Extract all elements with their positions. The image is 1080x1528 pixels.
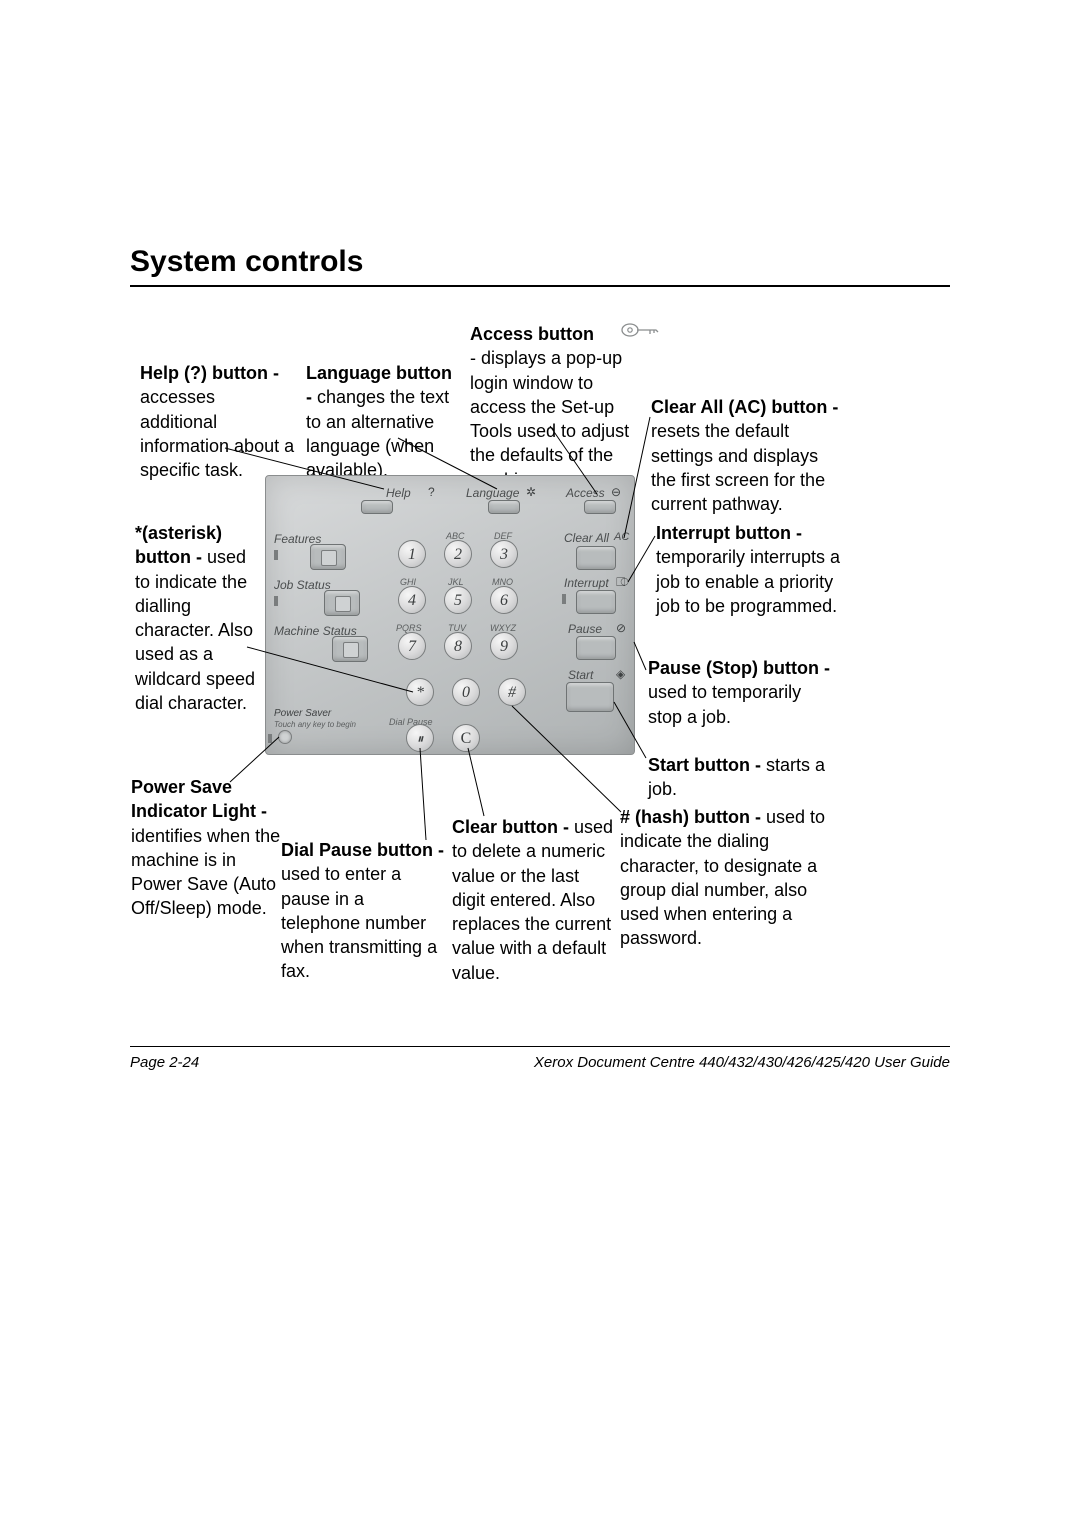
power-save-indicator-icon (278, 730, 292, 744)
keypad-9[interactable]: 9 (490, 632, 518, 660)
keypad-0[interactable]: 0 (452, 678, 480, 706)
machine-status-button[interactable] (332, 636, 368, 662)
panel-label-power-saver: Power Saver (274, 708, 331, 719)
panel-label-language: Language (466, 486, 519, 500)
control-panel-illustration: Help ? Language ✲ Access ⊖ Features Job … (265, 475, 635, 755)
panel-label-job-status: Job Status (274, 578, 331, 592)
callout-dial-pause-title: Dial Pause button - (281, 840, 444, 860)
callout-pointer-lines (0, 0, 1080, 1528)
callout-power-save-body: identifies when the machine is in Power … (131, 826, 280, 919)
callout-hash: # (hash) button - used to indicate the d… (620, 805, 845, 951)
panel-label-ac: AC (614, 531, 629, 543)
callout-clear-all-body: resets the default settings and displays… (651, 421, 825, 514)
callout-interrupt-body: temporarily interrupts a job to enable a… (656, 547, 840, 616)
callout-language: Language button - changes the text to an… (306, 361, 461, 482)
keypad-6[interactable]: 6 (490, 586, 518, 614)
job-status-icon (335, 596, 351, 612)
key-glyph-icon: ⊖ (611, 485, 621, 499)
callout-clear-body: used to delete a numeric value or the la… (452, 817, 613, 983)
language-button[interactable] (488, 500, 520, 514)
help-glyph-icon: ? (428, 485, 435, 499)
panel-label-start: Start (568, 668, 593, 682)
machine-status-icon (343, 642, 359, 658)
clear-all-button[interactable] (576, 546, 616, 570)
callout-asterisk-body: used to indicate the dialling character.… (135, 547, 255, 713)
callout-language-body: changes the text to an alternative langu… (306, 387, 449, 480)
panel-label-pause: Pause (568, 622, 602, 636)
clear-button[interactable]: C (452, 724, 480, 752)
callout-clear-all: Clear All (AC) button - resets the defau… (651, 395, 841, 516)
access-button[interactable] (584, 500, 616, 514)
callout-asterisk: *(asterisk) button - used to indicate th… (135, 521, 257, 715)
callout-hash-title: # (hash) button - (620, 807, 766, 827)
panel-label-clear-all: Clear All (564, 531, 609, 545)
keypad-5[interactable]: 5 (444, 586, 472, 614)
callout-power-save-title: Power Save Indicator Light - (131, 777, 267, 821)
keypad-1[interactable]: 1 (398, 540, 426, 568)
stop-glyph-icon: ⊘ (616, 621, 626, 635)
callout-pause-stop-title: Pause (Stop) button - (648, 658, 830, 678)
led-bar (274, 596, 278, 606)
callout-access: Access button - displays a pop-up login … (470, 322, 650, 492)
callout-pause-stop: Pause (Stop) button - used to temporaril… (648, 656, 833, 729)
control-panel: Help ? Language ✲ Access ⊖ Features Job … (265, 475, 635, 755)
key-icon (620, 320, 662, 340)
job-status-button[interactable] (324, 590, 360, 616)
panel-label-power-saver-sub: Touch any key to begin (274, 720, 356, 729)
keypad-2[interactable]: 2 (444, 540, 472, 568)
panel-label-help: Help (386, 486, 411, 500)
callout-help-title: Help (?) button - (140, 363, 279, 383)
callout-help: Help (?) button - accesses additional in… (140, 361, 295, 482)
globe-glyph-icon: ✲ (526, 485, 536, 499)
keypad-4[interactable]: 4 (398, 586, 426, 614)
start-button[interactable] (566, 682, 614, 712)
callout-pause-stop-body: used to temporarily stop a job. (648, 682, 801, 726)
callout-start: Start button - starts a job. (648, 753, 848, 802)
interrupt-glyph-icon: ⎄ (616, 575, 629, 590)
led-bar (268, 734, 272, 743)
callout-start-title: Start button - (648, 755, 766, 775)
callout-access-title: Access button (470, 324, 594, 344)
keypad-7[interactable]: 7 (398, 632, 426, 660)
panel-label-interrupt: Interrupt (564, 576, 609, 590)
callout-interrupt: Interrupt button - temporarily interrupt… (656, 521, 841, 618)
callout-interrupt-title: Interrupt button - (656, 523, 802, 543)
callout-power-save: Power Save Indicator Light - identifies … (131, 775, 286, 921)
footer-page-number: Page 2-24 (130, 1054, 199, 1071)
features-button[interactable] (310, 544, 346, 570)
interrupt-button[interactable] (576, 590, 616, 614)
footer-guide-title: Xerox Document Centre 440/432/430/426/42… (534, 1054, 950, 1071)
led-bar (562, 594, 566, 604)
pause-stop-button[interactable] (576, 636, 616, 660)
callout-clear: Clear button - used to delete a numeric … (452, 815, 617, 985)
callout-clear-all-title: Clear All (AC) button - (651, 397, 838, 417)
keypad-hash[interactable]: # (498, 678, 526, 706)
help-button[interactable] (361, 500, 393, 514)
callout-dial-pause-body: used to enter a pause in a telephone num… (281, 864, 437, 981)
keypad-asterisk[interactable]: * (406, 678, 434, 706)
callout-access-body: - displays a pop-up login window to acce… (470, 348, 629, 489)
dial-pause-button[interactable]: ⏸ (406, 724, 434, 752)
led-bar (274, 550, 278, 560)
start-glyph-icon: ◈ (616, 667, 625, 681)
keypad-3[interactable]: 3 (490, 540, 518, 568)
callout-help-body: accesses additional information about a … (140, 387, 294, 480)
keypad-8[interactable]: 8 (444, 632, 472, 660)
footer-rule (130, 1046, 950, 1047)
callout-hash-body: used to indicate the dialing character, … (620, 807, 825, 948)
page-title: System controls (130, 245, 950, 287)
callout-dial-pause: Dial Pause button - used to enter a paus… (281, 838, 446, 984)
panel-label-access: Access (566, 486, 605, 500)
callout-clear-title: Clear button - (452, 817, 574, 837)
features-icon (321, 550, 337, 566)
